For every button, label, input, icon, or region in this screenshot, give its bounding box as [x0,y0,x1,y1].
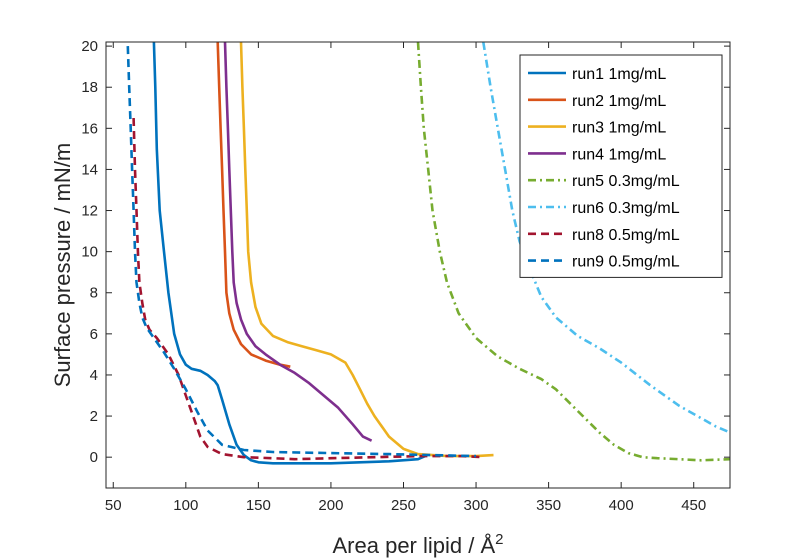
legend-label-1: run1 1mg/mL [572,66,666,83]
series-layer [126,42,730,465]
y-tick-label: 2 [90,408,98,425]
y-tick-label: 10 [81,244,98,261]
x-tick-label: 50 [105,497,122,514]
y-tick-label: 4 [90,367,98,384]
x-tick-label: 250 [391,497,416,514]
x-axis-label: Area per lipid / Å2 [333,531,504,558]
series-line-7 [132,117,484,461]
y-tick-label: 18 [81,79,98,96]
x-tick-label: 300 [464,497,489,514]
y-tick-label: 6 [90,326,98,343]
x-tick-label: 350 [536,497,561,514]
series-line-3 [239,42,494,458]
legend-label-5: run5 0.3mg/mL [572,173,680,190]
plot-frame [105,41,731,489]
y-tick-label: 16 [81,120,98,137]
y-tick-label: 14 [81,161,98,178]
legend-label-6: run6 0.3mg/mL [572,200,680,217]
x-axis-label-superscript: 2 [495,531,503,548]
series-line-5 [416,42,730,462]
legend-label-4: run4 1mg/mL [572,146,666,163]
x-tick-label: 200 [318,497,343,514]
legend-label-7: run8 0.5mg/mL [572,227,680,244]
series-line-1 [152,42,426,465]
x-axis-label-text: Area per lipid / Å [333,533,496,558]
x-tick-label: 400 [609,497,634,514]
y-tick-label: 20 [81,38,98,55]
ticks-layer: 50 100 150 200 250 300 350 400 450 0 2 4 6 8 10 12 14 16 1… [81,38,730,514]
y-tick-label: 0 [90,449,98,466]
series-line-4 [223,42,373,442]
legend-label-2: run2 1mg/mL [572,93,666,110]
series-line-2 [216,42,291,368]
series-line-8 [126,46,477,458]
legend-label-8: run9 0.5mg/mL [572,254,680,271]
legend-label-3: run3 1mg/mL [572,120,666,137]
x-tick-label: 100 [173,497,198,514]
series-line-6 [482,42,730,434]
y-axis-label: Surface pressure / mN/m [50,143,75,388]
y-tick-label: 12 [81,203,98,220]
x-tick-label: 450 [681,497,706,514]
y-tick-label: 8 [90,285,98,302]
x-tick-label: 150 [246,497,271,514]
legend-box [519,54,723,278]
legend: run1 1mg/mL run2 1mg/mL run3 1mg/mL run4 1m… [519,54,723,278]
